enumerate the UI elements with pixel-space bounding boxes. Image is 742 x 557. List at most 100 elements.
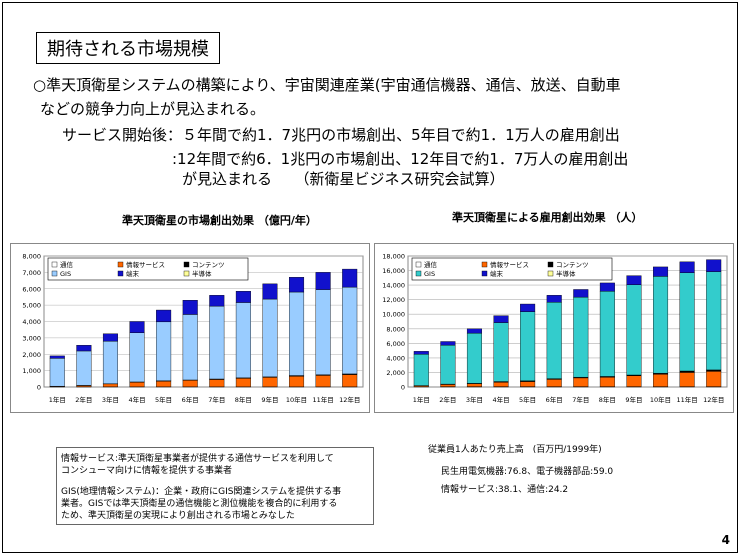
bar-segment (315, 272, 331, 290)
y-tick-label: 8,000 (386, 325, 405, 333)
bar-segment (679, 370, 695, 373)
bar-segment (466, 332, 482, 384)
service-line-2: :12年間で約6．1兆円の市場創出、12年目で約1．7万人の雇用創出 (172, 150, 629, 168)
bar-segment (49, 358, 65, 387)
bar-segment (599, 291, 615, 377)
y-tick-label: 0 (37, 384, 41, 392)
bar-segment (520, 381, 536, 387)
y-tick-label: 14,000 (382, 282, 405, 290)
y-tick-label: 10,000 (382, 311, 405, 319)
bar-segment (102, 333, 118, 342)
x-tick-label: 1年目 (413, 395, 430, 404)
legend: 通信 情報サービス コンテンツ GIS 端末 半導体 (411, 257, 613, 281)
bar-segment (76, 345, 92, 352)
y-tick-label: 4,000 (22, 318, 41, 326)
bar-segment (546, 295, 562, 303)
legend-label: コンテンツ (192, 261, 225, 269)
bar-segment (573, 296, 589, 378)
y-tick-label: 2,000 (386, 369, 405, 377)
bar-segment (76, 350, 92, 386)
legend-swatch (117, 261, 124, 268)
bar-segment (129, 332, 145, 383)
service-line-1: サービス開始後：５年間で約1．7兆円の市場創出、5年目で約1．1万人の雇用創出 (62, 126, 620, 144)
definition-note-box (56, 447, 374, 525)
chart-title-employment: 準天頂衛星による雇用創出効果 （人） (452, 211, 643, 224)
bar-segment (653, 374, 669, 387)
page-number: 4 (721, 533, 730, 547)
service-line-3: が見込まれる （新衛星ビジネス研究会試算） (182, 170, 505, 188)
bar-segment (209, 295, 225, 307)
employment-chart-panel: 0 2,000 4,000 6,000 8,000 10,000 12,000 14,000 1… (374, 243, 734, 413)
x-tick-label: 12年目 (703, 395, 724, 404)
bar-segment (102, 340, 118, 384)
sales-per-employee-electronics: 民生用電気機器:76.8、電子機器部品:59.0 (441, 467, 614, 477)
bar-segment (679, 372, 695, 387)
legend-swatch (51, 270, 58, 277)
y-tick-label: 16,000 (382, 267, 405, 275)
bar-segment (262, 377, 278, 388)
bar-segment (599, 282, 615, 292)
bar-segment (156, 309, 172, 323)
chart-title-market: 準天頂衛星の市場創出効果 （億円/年） (122, 214, 317, 227)
legend-swatch (117, 270, 124, 277)
legend-label: 情報サービス (490, 260, 529, 269)
x-tick-label: 5年目 (155, 395, 172, 404)
bar-segment (342, 268, 358, 288)
x-tick-label: 2年目 (439, 395, 456, 404)
bar-segment (466, 383, 482, 387)
note-line-3: GIS(地理情報システム)：企業・政府にGIS関連システムを提供する事 (61, 487, 342, 497)
x-tick-label: 7年目 (572, 395, 589, 404)
legend-label: 半導体 (192, 269, 212, 278)
bar-segment (49, 355, 65, 359)
legend-swatch (51, 261, 58, 268)
bar-segment (440, 344, 456, 385)
bar-segment (626, 284, 642, 376)
x-tick-label: 4年目 (128, 395, 145, 404)
bar-segment (546, 302, 562, 379)
bar-segment (182, 300, 198, 315)
bullet-line-1: ○準天頂衛星システムの構築により、宇宙関連産業(宇宙通信機器、通信、放送、自動車 (33, 76, 621, 94)
bar-segment (262, 283, 278, 300)
bar-segment (289, 277, 305, 293)
bar-segment (235, 291, 251, 303)
bar-segment (262, 298, 278, 378)
y-tick-label: 5,000 (22, 302, 41, 310)
bar-segment (493, 315, 509, 323)
market-chart: 0 1,000 2,000 3,000 4,000 5,000 6,000 7,000 8,00… (22, 253, 364, 404)
x-tick-label: 10年目 (286, 395, 307, 404)
bar-segment (182, 314, 198, 381)
x-tick-label: 9年目 (261, 395, 278, 404)
note-line-4: 業者。GISでは準天頂衛星の通信機能と測位機能を複合的に利用する (61, 499, 338, 509)
legend-swatch (547, 270, 554, 277)
bar-segment (626, 275, 642, 285)
bar-segment (573, 377, 589, 387)
x-tick-label: 1年目 (49, 395, 66, 404)
legend-swatch (183, 270, 190, 277)
x-tick-label: 3年目 (102, 395, 119, 404)
note-line-5: ため、準天頂衛星の実現により創出される市場とみなした (61, 511, 295, 521)
bar-segment (182, 380, 198, 388)
legend-label: 情報サービス (126, 260, 165, 269)
bar-segment (679, 261, 695, 273)
legend: 通信 情報サービス コンテンツ GIS 端末 半導体 (47, 257, 249, 281)
x-tick-label: 12年目 (339, 395, 360, 404)
legend-label: コンテンツ (556, 261, 589, 269)
y-tick-label: 2,000 (22, 351, 41, 359)
bar-segment (653, 276, 669, 374)
bar-segment (679, 272, 695, 372)
legend-box (47, 257, 249, 281)
bar-segment (209, 379, 225, 388)
x-tick-label: 11年目 (676, 395, 697, 404)
bar-segment (573, 289, 589, 298)
y-tick-label: 7,000 (22, 269, 41, 277)
bar-segment (440, 341, 456, 346)
y-tick-label: 18,000 (382, 253, 405, 261)
bullet-line-2: などの競争力向上が見込まれる。 (40, 100, 266, 118)
bar-segment (156, 380, 172, 388)
legend-label: GIS (60, 270, 71, 278)
bar-segment (466, 328, 482, 334)
bar-segment (289, 291, 305, 376)
legend-swatch (547, 261, 554, 268)
bar-segment (342, 286, 358, 375)
